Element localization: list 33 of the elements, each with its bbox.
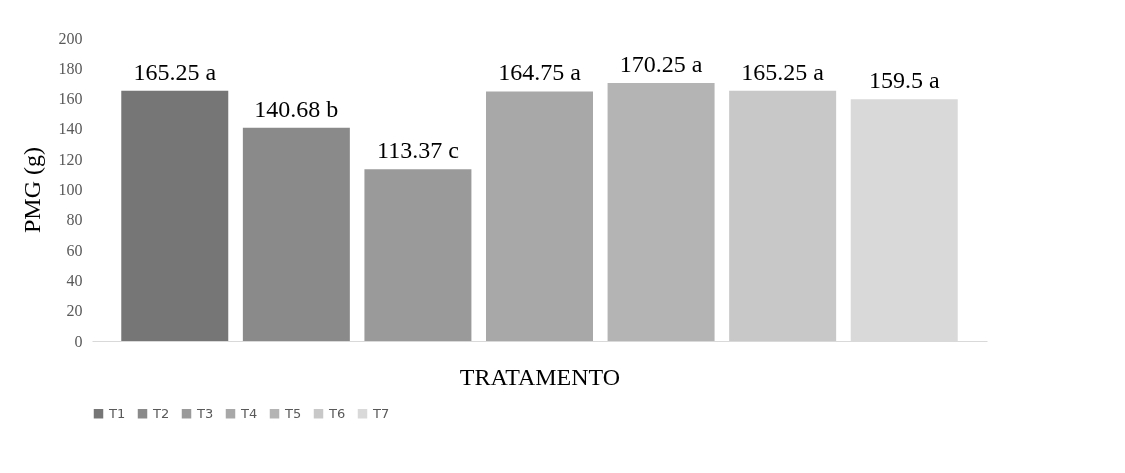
data-label: 165.25 a [741, 58, 825, 85]
x-axis-title: TRATAMENTO [459, 363, 621, 390]
legend-label: T2 [152, 405, 170, 421]
bar [607, 83, 715, 341]
bar [364, 169, 472, 341]
data-label: 164.75 a [498, 59, 582, 86]
y-tick-label: 180 [58, 59, 83, 77]
y-tick-label: 20 [66, 302, 83, 320]
data-label: 170.25 a [619, 51, 703, 78]
legend-label: T4 [240, 405, 258, 421]
y-tick-label: 140 [58, 120, 83, 138]
y-tick-label: 120 [58, 150, 83, 168]
data-label: 165.25 a [133, 58, 217, 85]
y-tick-label: 100 [58, 181, 83, 198]
legend-label: T3 [196, 405, 214, 421]
bar [121, 90, 229, 341]
y-tick-label: 80 [66, 211, 83, 229]
y-tick-label: 160 [58, 90, 83, 108]
data-label: 159.5 a [868, 67, 940, 94]
legend-label: T6 [328, 405, 346, 421]
y-tick-label: 60 [66, 241, 83, 259]
y-tick-label: 0 [74, 332, 83, 350]
y-tick-label: 40 [66, 271, 83, 289]
legend-label: T1 [108, 405, 126, 421]
y-axis-title: PMG (g) [18, 146, 45, 234]
bar [729, 90, 837, 341]
bar [242, 127, 350, 341]
data-label: 113.37 c [377, 137, 459, 164]
bar [486, 91, 593, 341]
y-tick-label: 200 [58, 29, 83, 47]
data-label: 140.68 b [254, 95, 339, 122]
legend-label: T7 [372, 405, 390, 421]
legend-label: T5 [284, 405, 302, 421]
